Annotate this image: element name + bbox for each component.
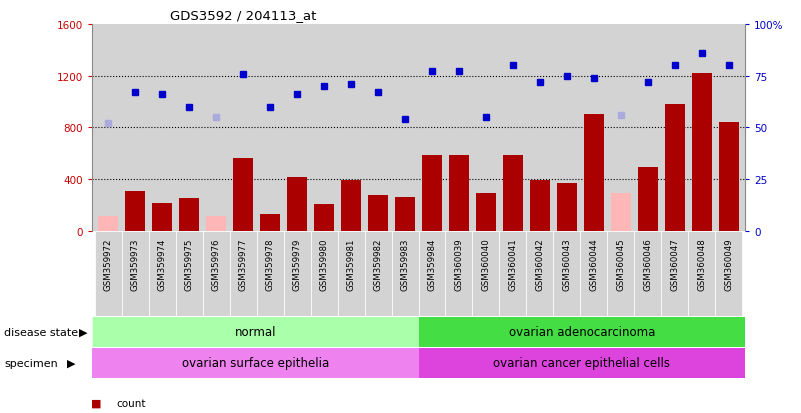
Bar <box>526 231 553 316</box>
Text: GSM359973: GSM359973 <box>131 238 140 290</box>
Text: ovarian adenocarcinoma: ovarian adenocarcinoma <box>509 325 655 339</box>
Bar <box>149 231 175 316</box>
Bar <box>500 231 526 316</box>
Bar <box>718 123 739 231</box>
Text: specimen: specimen <box>4 358 58 368</box>
Bar <box>665 105 685 231</box>
Bar <box>607 231 634 316</box>
Bar <box>260 214 280 231</box>
Text: GSM359983: GSM359983 <box>400 238 409 290</box>
Bar <box>341 181 361 231</box>
Bar <box>314 204 334 231</box>
Text: ▶: ▶ <box>66 358 75 368</box>
Text: disease state: disease state <box>4 327 78 337</box>
Text: GSM360039: GSM360039 <box>454 238 464 291</box>
Bar <box>688 231 715 316</box>
Text: GSM360049: GSM360049 <box>724 238 733 291</box>
Text: GSM359984: GSM359984 <box>428 238 437 290</box>
Bar <box>638 168 658 231</box>
Bar <box>581 231 607 316</box>
Text: GSM360043: GSM360043 <box>562 238 571 291</box>
Bar <box>152 204 172 231</box>
Bar <box>284 231 311 316</box>
Text: GSM359979: GSM359979 <box>292 238 302 290</box>
Bar <box>557 183 577 231</box>
Text: GSM359977: GSM359977 <box>239 238 248 290</box>
Bar <box>203 231 230 316</box>
Bar <box>662 231 688 316</box>
Text: GSM360044: GSM360044 <box>590 238 598 291</box>
Text: GSM360040: GSM360040 <box>481 238 490 291</box>
Bar <box>206 216 227 231</box>
Bar <box>392 231 418 316</box>
Text: GSM360042: GSM360042 <box>535 238 545 291</box>
Bar <box>364 231 392 316</box>
Text: ▶: ▶ <box>78 327 87 337</box>
Text: GSM360045: GSM360045 <box>616 238 626 291</box>
Bar <box>476 194 496 231</box>
Bar <box>422 155 442 231</box>
Bar <box>337 231 364 316</box>
Bar <box>418 317 745 347</box>
Text: GDS3592 / 204113_at: GDS3592 / 204113_at <box>171 9 317 22</box>
Bar <box>175 231 203 316</box>
Text: GSM359976: GSM359976 <box>211 238 221 290</box>
Bar <box>553 231 581 316</box>
Text: GSM360047: GSM360047 <box>670 238 679 291</box>
Bar <box>449 155 469 231</box>
Bar <box>92 348 418 378</box>
Text: GSM359982: GSM359982 <box>373 238 383 290</box>
Text: GSM360041: GSM360041 <box>509 238 517 291</box>
Bar <box>418 231 445 316</box>
Text: GSM360046: GSM360046 <box>643 238 652 291</box>
Bar <box>99 216 119 231</box>
Bar <box>715 231 743 316</box>
Text: GSM359980: GSM359980 <box>320 238 328 290</box>
Text: GSM359974: GSM359974 <box>158 238 167 290</box>
Bar <box>125 191 146 231</box>
Bar <box>368 195 388 231</box>
Text: normal: normal <box>235 325 276 339</box>
Text: ovarian cancer epithelial cells: ovarian cancer epithelial cells <box>493 356 670 370</box>
Bar <box>473 231 500 316</box>
Bar <box>529 181 550 231</box>
Bar <box>179 199 199 231</box>
Bar <box>287 178 308 231</box>
Bar <box>256 231 284 316</box>
Bar <box>122 231 149 316</box>
Text: GSM359978: GSM359978 <box>266 238 275 290</box>
Bar <box>92 317 418 347</box>
Bar <box>395 198 415 231</box>
Bar <box>445 231 473 316</box>
Bar <box>230 231 256 316</box>
Text: GSM359975: GSM359975 <box>185 238 194 290</box>
Bar <box>233 159 253 231</box>
Bar <box>95 231 122 316</box>
Bar <box>634 231 662 316</box>
Text: count: count <box>116 398 146 408</box>
Text: GSM360048: GSM360048 <box>697 238 706 291</box>
Bar <box>418 348 745 378</box>
Bar <box>311 231 337 316</box>
Text: GSM359981: GSM359981 <box>347 238 356 290</box>
Text: ovarian surface epithelia: ovarian surface epithelia <box>182 356 329 370</box>
Bar <box>691 74 712 231</box>
Text: ■: ■ <box>91 398 102 408</box>
Text: GSM359972: GSM359972 <box>104 238 113 290</box>
Bar <box>503 155 523 231</box>
Bar <box>584 115 604 231</box>
Bar <box>610 194 631 231</box>
